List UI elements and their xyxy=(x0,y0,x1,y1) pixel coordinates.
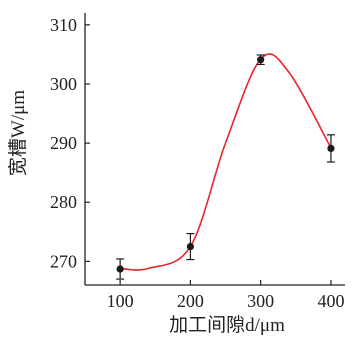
y-tick-label: 310 xyxy=(50,15,77,35)
y-tick-label: 270 xyxy=(50,251,77,271)
data-point xyxy=(186,242,195,251)
x-tick-label: 300 xyxy=(247,291,274,311)
y-axis-label: 宽槽W/μm xyxy=(7,90,29,176)
data-point xyxy=(116,265,124,273)
plot-area xyxy=(116,53,335,280)
data-point xyxy=(257,56,265,64)
y-tick-label: 280 xyxy=(50,192,77,212)
data-point xyxy=(327,144,335,153)
x-tick-label: 200 xyxy=(177,291,204,311)
y-tick-label: 300 xyxy=(50,74,77,94)
x-tick-label: 400 xyxy=(317,291,344,311)
x-tick-label: 100 xyxy=(107,291,134,311)
fit-curve xyxy=(120,53,332,271)
y-tick-label: 290 xyxy=(50,133,77,153)
axes: 100 200 300 400 270 280 290 300 310 xyxy=(50,13,345,311)
x-axis-label: 加工间隙d/μm xyxy=(169,314,285,336)
